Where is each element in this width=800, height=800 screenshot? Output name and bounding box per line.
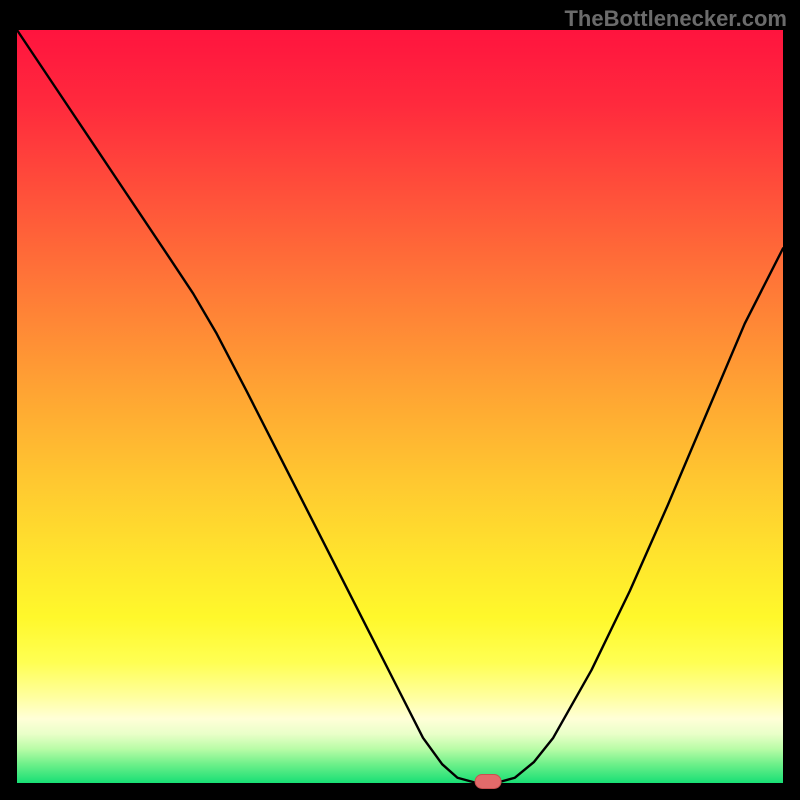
plot-background [17, 30, 783, 783]
chart-frame: TheBottlenecker.com [0, 0, 800, 800]
optimum-marker [475, 774, 501, 788]
bottleneck-chart [0, 0, 800, 800]
watermark-text: TheBottlenecker.com [564, 6, 787, 32]
